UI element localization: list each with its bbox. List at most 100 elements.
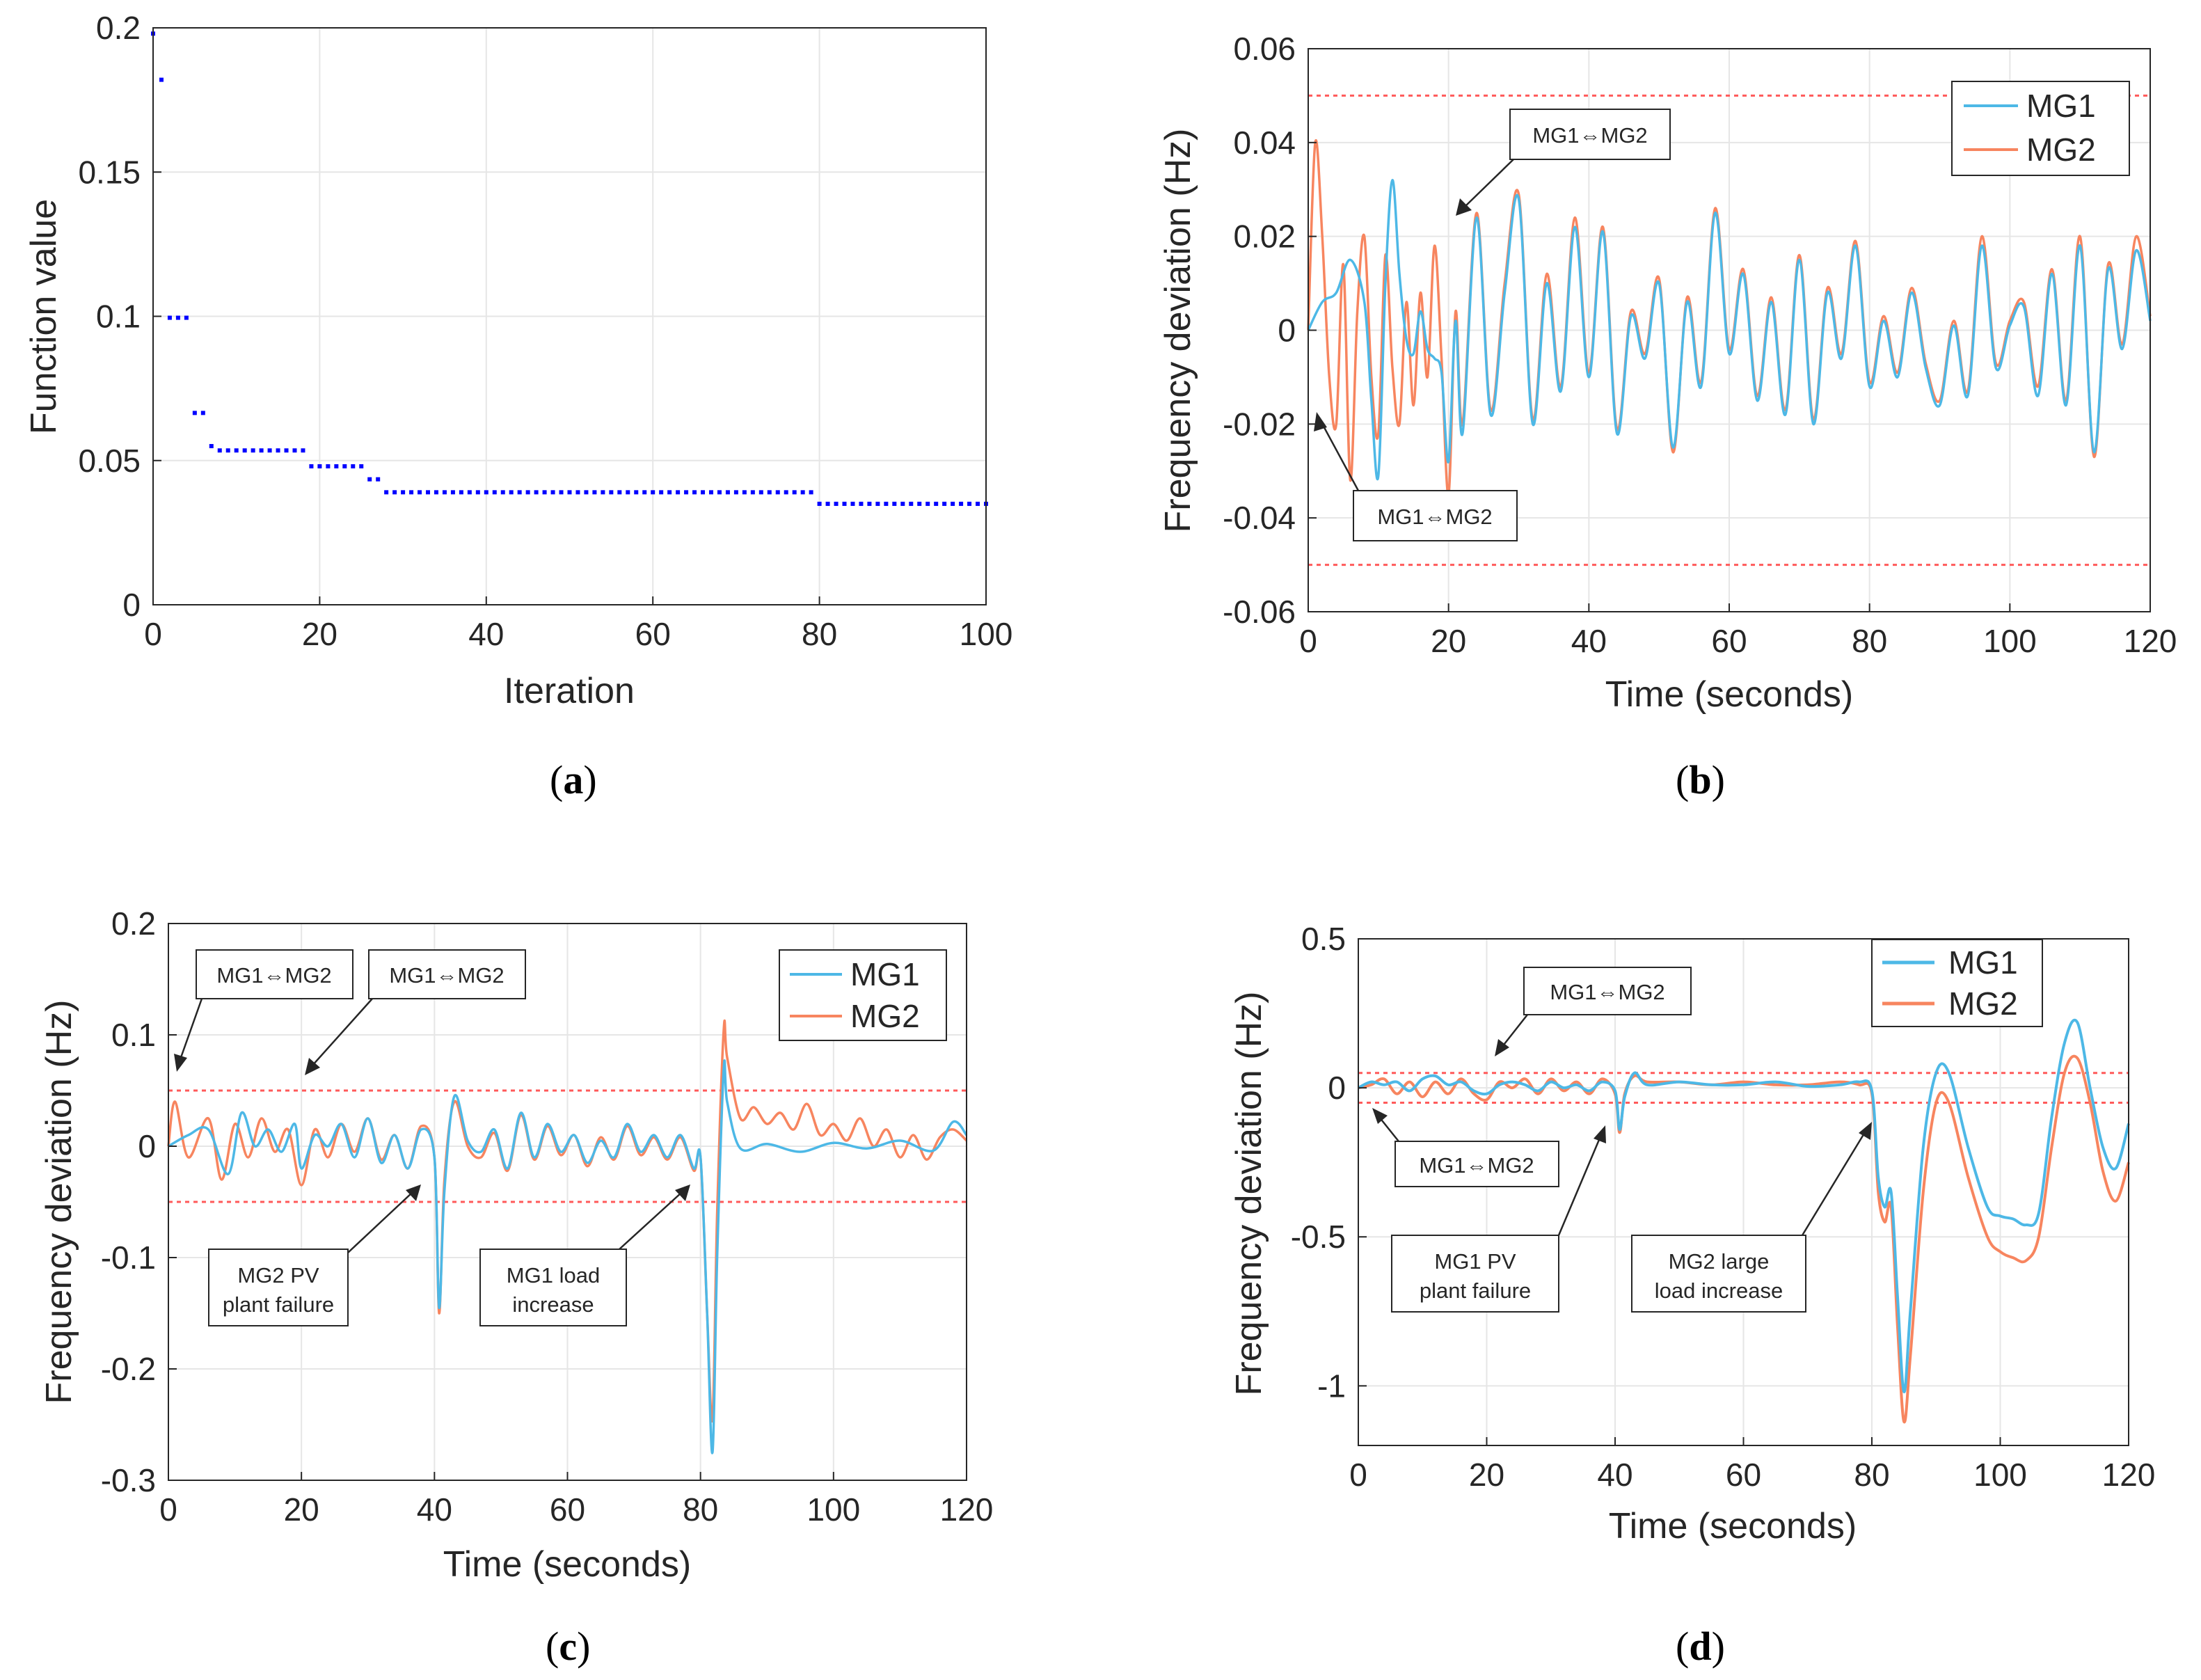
- data-point: [192, 411, 197, 415]
- data-point: [209, 444, 214, 449]
- data-point: [292, 448, 297, 453]
- data-point: [342, 464, 347, 469]
- panel-a-grid: [152, 27, 987, 605]
- svg-text:MG1⇔MG2: MG1⇔MG2: [1532, 123, 1647, 148]
- data-point: [567, 490, 572, 495]
- panel-a-ylabel: Function value: [24, 199, 64, 434]
- data-point: [834, 501, 839, 506]
- svg-text:MG1⇔MG2: MG1⇔MG2: [1419, 1153, 1534, 1178]
- panel-d-xtick-label: 20: [1469, 1457, 1504, 1493]
- panel-d-annotation-2: MG1⇔MG2: [1372, 1108, 1559, 1187]
- panel-d-xtick-label: 100: [1973, 1457, 2027, 1493]
- data-point: [167, 315, 172, 320]
- data-point: [525, 490, 530, 495]
- panel-b-ytick-label: 0.02: [1233, 219, 1296, 255]
- panel-d-caption: (d): [1676, 1624, 1725, 1669]
- data-point: [334, 464, 339, 469]
- data-point: [934, 501, 939, 506]
- data-point: [750, 490, 755, 495]
- data-point: [976, 501, 980, 506]
- data-point: [351, 464, 356, 469]
- panel-b-ytick-label: -0.06: [1223, 594, 1296, 630]
- panel-b-xtick-label: 100: [1983, 623, 2037, 659]
- data-point: [942, 501, 947, 506]
- svg-text:plant failure: plant failure: [1420, 1278, 1531, 1303]
- data-point: [733, 490, 738, 495]
- panel-c-legend: MG1 MG2: [779, 949, 947, 1041]
- data-point: [892, 501, 897, 506]
- data-point: [875, 501, 880, 506]
- panel-d-xtick-label: 120: [2102, 1457, 2156, 1493]
- svg-text:MG1⇔MG2: MG1⇔MG2: [216, 963, 331, 988]
- data-point: [500, 490, 505, 495]
- data-point: [284, 448, 289, 453]
- panel-a-xtick-label: 80: [802, 616, 837, 652]
- panel-c-ticks: 0 20 40 60 80 100 120 -0.3 -0.2 -0.1 0 0.1 0.2: [101, 905, 994, 1528]
- panel-d-legend-mg1: MG1: [1948, 944, 2018, 981]
- panel-d-legend: MG1 MG2: [1871, 939, 2043, 1027]
- panel-c-ytick-label: -0.3: [101, 1462, 156, 1498]
- panel-c-marks: [167, 1019, 968, 1455]
- panel-b-ytick-label: -0.02: [1223, 406, 1296, 442]
- data-point: [592, 490, 597, 495]
- svg-text:MG1 PV: MG1 PV: [1434, 1249, 1516, 1274]
- panel-c-xtick-label: 60: [550, 1491, 585, 1528]
- data-point: [517, 490, 522, 495]
- panel-d-ytick-label: 0.5: [1301, 921, 1346, 957]
- data-point: [817, 501, 822, 506]
- data-point: [542, 490, 547, 495]
- panel-d-xtick-label: 40: [1597, 1457, 1632, 1493]
- data-point: [467, 490, 472, 495]
- data-point: [900, 501, 905, 506]
- panel-a-xtick-label: 60: [635, 616, 671, 652]
- panel-c-ytick-label: 0: [138, 1128, 156, 1164]
- data-point: [617, 490, 622, 495]
- panel-b-ytick-label: 0.04: [1233, 125, 1296, 161]
- svg-text:plant failure: plant failure: [223, 1292, 334, 1317]
- panel-b-ytick-label: -0.04: [1223, 500, 1296, 536]
- panel-b-xtick-label: 120: [2124, 623, 2177, 659]
- data-point: [758, 490, 763, 495]
- panel-a: 0 20 40 60 80 100 0 0.05 0.1 0.15 0.2 Iteration Fu…: [24, 10, 1012, 802]
- data-point: [884, 501, 889, 506]
- data-point: [559, 490, 564, 495]
- panel-c-annotation-4: MG1 load increase: [479, 1184, 690, 1326]
- panel-c-annotation-2: MG1⇔MG2: [305, 949, 526, 1075]
- panel-d-ylabel: Frequency deviation (Hz): [1229, 992, 1269, 1396]
- data-point: [842, 501, 847, 506]
- data-point: [601, 490, 605, 495]
- panel-a-ytick-label: 0.2: [96, 10, 141, 46]
- panel-d-limits: [1358, 1072, 2129, 1104]
- data-point: [317, 464, 322, 469]
- data-point: [742, 490, 747, 495]
- panel-c-ytick-label: -0.1: [101, 1239, 156, 1276]
- panel-a-ticks: 0 20 40 60 80 100 0 0.05 0.1 0.15 0.2: [78, 10, 1012, 652]
- panel-a-marks: [151, 31, 988, 506]
- data-point: [792, 490, 797, 495]
- data-point: [725, 490, 730, 495]
- panel-b-legend: MG1 MG2: [1951, 81, 2130, 176]
- data-point: [717, 490, 722, 495]
- data-point: [584, 490, 589, 495]
- panel-c-ytick-label: -0.2: [101, 1351, 156, 1387]
- panel-c-xtick-label: 100: [806, 1491, 860, 1528]
- panel-b-ytick-label: 0: [1278, 312, 1296, 349]
- data-point: [867, 501, 872, 506]
- panel-d: 0 20 40 60 80 100 120 -1 -0.5 0 0.5 MG1 MG2 MG1⇔MG…: [1229, 921, 2155, 1669]
- svg-text:MG1⇔MG2: MG1⇔MG2: [389, 963, 504, 988]
- data-point: [367, 477, 372, 482]
- data-point: [651, 490, 655, 495]
- data-point: [267, 448, 272, 453]
- data-point: [825, 501, 830, 506]
- data-point: [484, 490, 488, 495]
- data-point: [925, 501, 930, 506]
- data-point: [159, 77, 164, 82]
- panel-d-annotation-4: MG2 large load increase: [1631, 1122, 1872, 1313]
- data-point: [276, 448, 280, 453]
- data-point: [676, 490, 681, 495]
- panel-b-xtick-label: 0: [1299, 623, 1317, 659]
- panel-c-legend-mg2: MG2: [850, 998, 920, 1034]
- panel-b-series-mg1: [1307, 179, 2152, 481]
- panel-b-xtick-label: 80: [1852, 623, 1887, 659]
